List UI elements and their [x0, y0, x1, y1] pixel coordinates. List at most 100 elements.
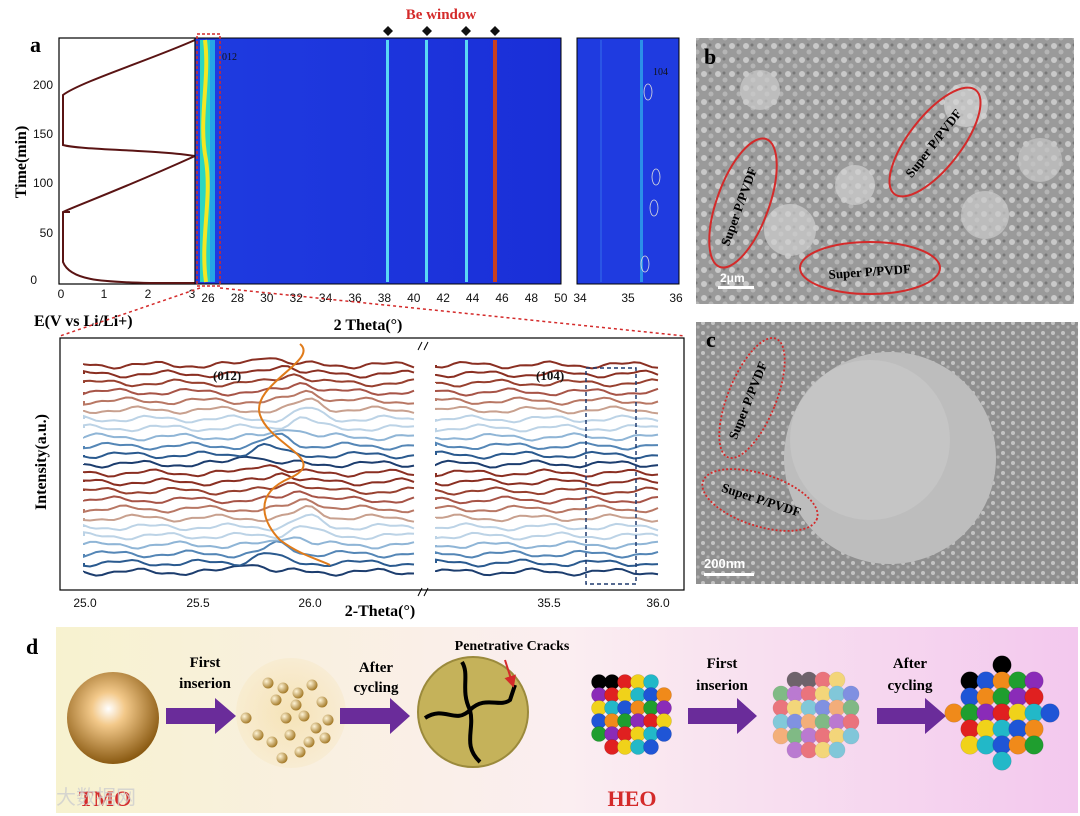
- xrd-curve: [435, 459, 659, 469]
- xrd-curve: [435, 468, 659, 478]
- xrd-curve: [83, 513, 415, 532]
- dispersed-particles: [236, 658, 346, 768]
- atom: [842, 727, 860, 745]
- particle: [310, 722, 322, 734]
- xrd-curve: [83, 525, 415, 541]
- heo-particle-cycled: [944, 655, 1060, 771]
- x-tick: 25.0: [73, 596, 97, 610]
- atom: [992, 751, 1012, 771]
- watermark: 大数据网: [56, 785, 136, 809]
- xrd-curve: [435, 513, 659, 523]
- scale-bar: [718, 286, 754, 289]
- arrow-label: cycling: [888, 678, 933, 694]
- xrd-curve: [435, 531, 659, 541]
- xrd-curve: [83, 490, 415, 505]
- arrow-label: First: [707, 656, 738, 672]
- stacked-curves-left: [83, 357, 415, 577]
- x-tick: 28: [231, 291, 245, 305]
- x-tick: 38: [378, 291, 392, 305]
- stacked-curves-right: [435, 360, 659, 577]
- cracks-label: Penetrative Cracks: [455, 639, 570, 654]
- xrd-curve: [83, 464, 415, 478]
- xrd-curve: [83, 381, 415, 397]
- xrd-curve: [83, 540, 415, 559]
- arrow-after-cycling-2: [877, 698, 946, 734]
- xrd-curve: [435, 369, 659, 379]
- x-tick: 26.0: [298, 596, 322, 610]
- x-axis-label-voltage: E(V vs Li/Li+): [34, 313, 133, 330]
- x-tick: 35.5: [537, 596, 561, 610]
- heo-label: HEO: [608, 786, 657, 811]
- x-tick: 44: [466, 291, 480, 305]
- xrd-curve: [83, 472, 415, 487]
- xrd-curve: [83, 397, 415, 415]
- arrow-label: inserion: [696, 678, 748, 694]
- xrd-curve: [83, 357, 415, 370]
- voltage-profile-plot: 0 50 100 150 200 0 1 2 3 Time(min) E(V v…: [13, 37, 199, 330]
- cracked-particle: [418, 657, 528, 767]
- heatmap-x-ticks: 26 28 30 32 34 36 38 40 42 44 46 48 50: [201, 291, 567, 305]
- arrow-after-cycling-1: [340, 698, 410, 734]
- x-tick: 42: [437, 291, 451, 305]
- panel-label-d: d: [26, 634, 38, 659]
- y-tick: 50: [40, 226, 54, 240]
- xrd-curve: [83, 455, 415, 469]
- lower-y-axis-label: Intensity(a.u.): [33, 414, 50, 510]
- particle: [298, 710, 310, 722]
- arrow-label: After: [359, 660, 393, 676]
- atom: [1024, 735, 1044, 755]
- y-tick: 100: [33, 176, 53, 190]
- region-label: Super P/PVDF: [828, 261, 911, 282]
- xrd-curve: [435, 495, 659, 505]
- xrd-curve: [435, 387, 659, 397]
- be-window-markers: [383, 26, 500, 36]
- xrd-curve: [83, 504, 415, 523]
- x-tick: 48: [525, 291, 539, 305]
- peak-label-012-lower: (012): [213, 368, 241, 383]
- x-tick: 34: [573, 291, 587, 305]
- x-tick: 32: [290, 291, 304, 305]
- peak-label-012: 012: [222, 52, 237, 63]
- xrd-curve: [83, 536, 415, 550]
- tmo-label: TMO: [79, 786, 132, 811]
- panel-label-a: a: [30, 32, 41, 57]
- arrow-label: After: [893, 656, 927, 672]
- particle: [252, 729, 264, 741]
- particle: [292, 687, 304, 699]
- arrow-first-insertion-2: [688, 698, 757, 734]
- xrd-curve: [435, 558, 659, 568]
- x-tick: 26: [201, 291, 215, 305]
- particle: [270, 694, 282, 706]
- atom: [828, 741, 846, 759]
- xrd-curve: [83, 442, 415, 460]
- xrd-curve: [83, 389, 415, 406]
- xrd-curve: [83, 432, 415, 451]
- x-tick: 40: [407, 291, 421, 305]
- xrd-curve: [435, 504, 659, 514]
- xrd-curve: [83, 429, 415, 442]
- particle: [319, 732, 331, 744]
- xrd-curve: [83, 564, 415, 577]
- particle: [277, 682, 289, 694]
- x-tick: 1: [101, 287, 108, 301]
- xrd-curve: [435, 486, 659, 496]
- arrow-label: First: [190, 655, 221, 671]
- panel-label-c: c: [706, 327, 716, 352]
- particle: [266, 736, 278, 748]
- atom: [656, 726, 672, 742]
- atom: [643, 739, 659, 755]
- particle: [262, 677, 274, 689]
- xrd-curve: [435, 477, 659, 487]
- xrd-heatmap: 012 Be window 26 28 30 32 34 36 38 40 42 44 46 48 50…: [194, 7, 568, 334]
- xrd-curve: [83, 552, 415, 568]
- x-tick: 46: [495, 291, 509, 305]
- x-tick: 36: [669, 291, 683, 305]
- xrd-curve: [83, 416, 415, 433]
- xrd-curve: [435, 360, 659, 370]
- particle: [322, 714, 334, 726]
- xrd-curve: [435, 450, 659, 460]
- x-tick: 36.0: [646, 596, 670, 610]
- xrd-curve: [435, 405, 659, 415]
- arrow-label: inserion: [179, 676, 231, 692]
- scale-bar-label: 200nm: [704, 556, 745, 571]
